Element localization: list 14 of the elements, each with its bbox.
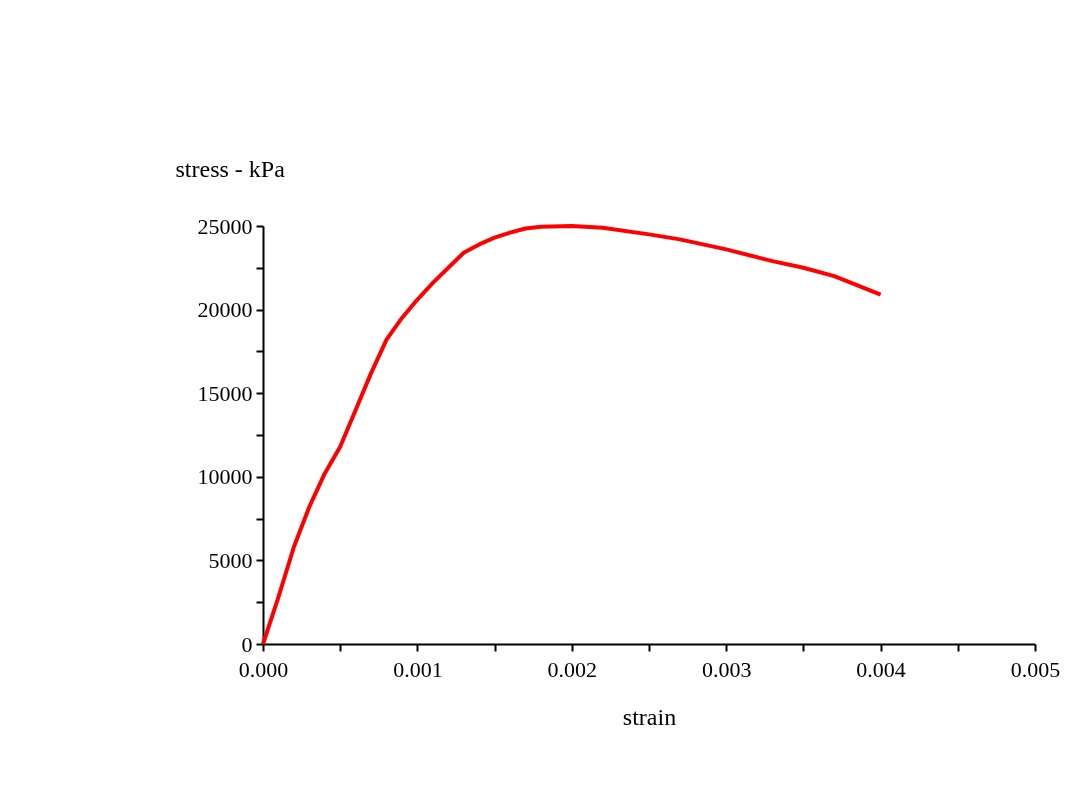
x-axis-title: strain [622, 703, 677, 730]
y-tick-label: 25000 [197, 213, 253, 239]
x-tick-label: 0.005 [1010, 656, 1061, 682]
y-tick-label: 0 [241, 631, 253, 657]
x-tick-label: 0.001 [393, 656, 443, 682]
x-tick-label: 0.003 [701, 656, 752, 682]
y-tick-label: 20000 [197, 297, 253, 323]
y-tick-label: 10000 [197, 464, 253, 490]
x-tick-label: 0.002 [547, 656, 598, 682]
y-axis-title: stress - kPa [175, 155, 286, 182]
y-tick-label: 15000 [197, 380, 253, 406]
y-tick-label: 5000 [208, 547, 253, 573]
x-tick-label: 0.000 [238, 656, 289, 682]
x-tick-label: 0.004 [856, 656, 906, 682]
